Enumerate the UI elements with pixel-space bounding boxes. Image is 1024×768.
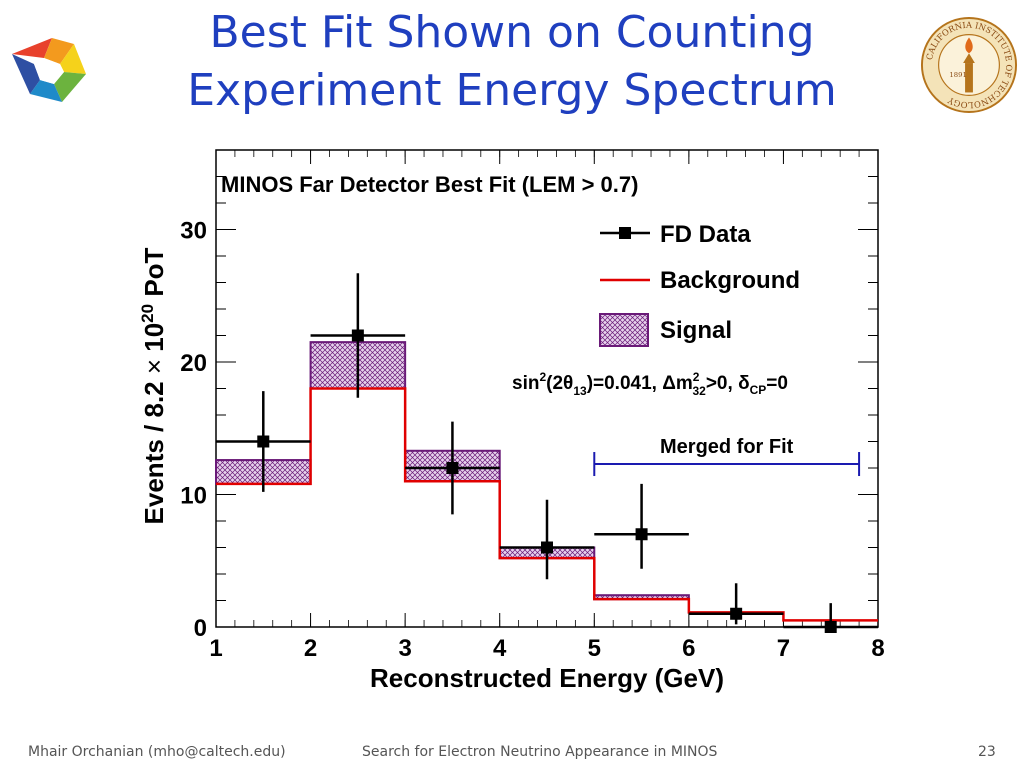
x-axis-label: Reconstructed Energy (GeV): [370, 663, 724, 693]
y-tick-label: 30: [180, 218, 207, 245]
x-tick-label: 8: [871, 635, 884, 662]
param-rest1: )=0.041,: [587, 373, 663, 394]
param-m: m: [676, 373, 693, 394]
legend-item-background: Background: [600, 267, 800, 294]
param-rest3: =0: [766, 373, 788, 394]
ylabel-exp: 20: [138, 304, 157, 323]
y-tick-label: 0: [194, 615, 207, 642]
data-point: [541, 541, 553, 554]
param-m-sup: 2: [693, 370, 700, 384]
param-sin: sin: [512, 373, 539, 394]
merged-for-fit-annotation: Merged for Fit: [593, 436, 861, 477]
y-tick-labels: 0 10 20 30: [180, 218, 207, 643]
data-point: [635, 528, 648, 541]
data-points: [216, 273, 878, 633]
ylabel-part-c: PoT: [139, 247, 169, 303]
fit-parameters-text: sin2(2θ13)=0.041, Δm2 32>0, δCP=0: [512, 370, 788, 398]
param-theta-sub: 13: [573, 384, 587, 398]
x-tick-label: 1: [209, 635, 222, 662]
x-tick-label: 7: [777, 635, 790, 662]
legend-label-fd-data: FD Data: [660, 221, 751, 248]
footer-author: Mhair Orchanian (mho@caltech.edu): [28, 744, 286, 760]
axis-ticks: [215, 149, 879, 628]
seal-year: 1891: [949, 71, 966, 79]
y-axis-label: Events / 8.2 × 1020 PoT: [138, 247, 169, 524]
param-sin-sup: 2: [539, 370, 546, 384]
merged-for-fit-label: Merged for Fit: [660, 436, 794, 458]
param-delta: Δ: [662, 373, 676, 394]
param-rest2: >0,: [706, 373, 738, 394]
param-delta-cp: δ: [738, 373, 750, 394]
data-point: [351, 329, 364, 342]
footer-talk-title: Search for Electron Neutrino Appearance …: [362, 744, 718, 760]
param-two: (2: [546, 373, 563, 394]
x-tick-label: 2: [304, 635, 317, 662]
ylabel-part-b: 10: [139, 323, 169, 359]
x-tick-label: 5: [588, 635, 601, 662]
param-cp-sub: CP: [750, 383, 767, 397]
legend-item-signal: Signal: [599, 313, 732, 347]
slide-title-line1: Best Fit Shown on Counting: [209, 7, 815, 58]
data-point: [257, 435, 270, 448]
x-tick-label: 6: [682, 635, 695, 662]
x-tick-label: 4: [493, 635, 507, 662]
legend-label-background: Background: [660, 267, 800, 294]
data-point: [730, 607, 743, 620]
slide-title-line2: Experiment Energy Spectrum: [187, 65, 837, 116]
caltech-seal-icon: CALIFORNIA INSTITUTE OF TECHNOLOGY 1891: [920, 16, 1018, 114]
legend: FD Data Background Signal: [599, 221, 800, 347]
y-tick-label: 20: [180, 350, 207, 377]
x-tick-label: 3: [398, 635, 411, 662]
legend-data-marker: [619, 227, 631, 239]
slide-title: Best Fit Shown on Counting Experiment En…: [150, 4, 874, 120]
legend-signal-swatch: [599, 313, 649, 347]
legend-item-fd-data: FD Data: [600, 221, 751, 248]
ylabel-times: ×: [139, 359, 169, 374]
y-tick-label: 10: [180, 483, 207, 510]
param-theta: θ: [563, 373, 573, 394]
footer-page-number: 23: [978, 744, 996, 760]
data-point: [446, 462, 459, 474]
swirl-logo-icon: [12, 38, 86, 102]
x-tick-labels: 1 2 3 4 5 6 7 8: [209, 635, 884, 662]
chart-title: MINOS Far Detector Best Fit (LEM > 0.7): [221, 172, 638, 197]
data-point: [824, 621, 837, 633]
legend-label-signal: Signal: [660, 317, 732, 344]
ylabel-part-a: Events / 8.2: [139, 374, 169, 524]
param-m-sub: 32: [692, 384, 706, 398]
